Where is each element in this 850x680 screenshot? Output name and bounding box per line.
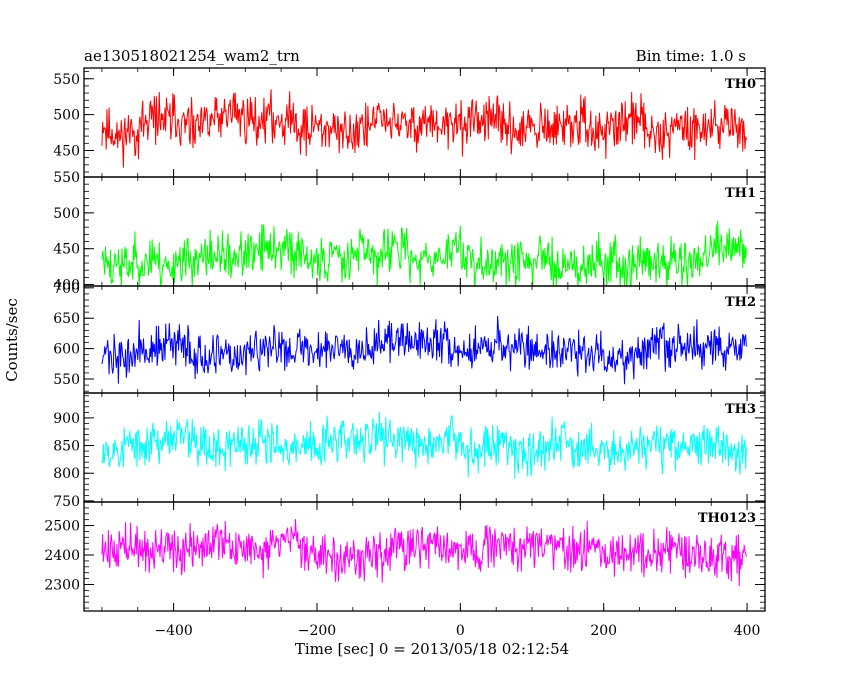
- y-tick-label: 700: [53, 281, 80, 297]
- panel-th0123: 2300 2400 2500 TH0123: [44, 501, 766, 612]
- x-tick-label: −200: [298, 623, 336, 639]
- y-axis-label: Counts/sec: [3, 298, 21, 382]
- y-tick-label: 550: [53, 72, 80, 88]
- x-axis-label: Time [sec] 0 = 2013/05/18 02:12:54: [295, 640, 569, 658]
- y-tick-label: 2400: [44, 548, 80, 564]
- y-tick-label: 400: [53, 278, 80, 294]
- panel-th2: 550 600 650 700 TH2: [53, 281, 766, 394]
- y-tick-label: 550: [53, 170, 80, 186]
- panel-name-label: TH0123: [698, 511, 756, 526]
- panel-th0: 450 500 550 TH0: [53, 67, 766, 178]
- panel-name-label: TH2: [725, 295, 756, 310]
- y-tick-label: 550: [53, 372, 80, 388]
- y-tick-label: 900: [53, 411, 80, 427]
- x-tick-label: 200: [590, 623, 617, 639]
- x-tick-label: −400: [154, 623, 192, 639]
- panel-name-label: TH3: [725, 402, 756, 417]
- y-tick-label: 800: [53, 466, 80, 482]
- y-tick-label: 500: [53, 108, 80, 124]
- y-tick-label: 450: [53, 242, 80, 258]
- panel-name-label: TH0: [725, 77, 756, 92]
- series-line-th1: [101, 220, 747, 286]
- panel-group: 450 500 550 TH0 400 450 500 550 TH1 550 600 650 700 T…: [44, 67, 766, 639]
- x-tick-label: 400: [734, 623, 761, 639]
- panel-th3: 750 800 850 900 TH3: [53, 392, 766, 510]
- x-tick-label: 0: [456, 623, 465, 639]
- bin-time-label: Bin time: 1.0 s: [636, 47, 746, 65]
- panel-name-label: TH1: [725, 186, 756, 201]
- series-line-th0: [101, 89, 747, 168]
- y-tick-label: 750: [53, 494, 80, 510]
- panel-th1: 400 450 500 550 TH1: [53, 170, 766, 294]
- y-tick-label: 2300: [44, 577, 80, 593]
- chart-title: ae130518021254_wam2_trn: [84, 47, 300, 65]
- series-line-th2: [101, 315, 747, 385]
- y-tick-label: 500: [53, 206, 80, 222]
- series-line-th3: [101, 411, 747, 479]
- y-tick-label: 2500: [44, 519, 80, 535]
- panel-frame: [83, 392, 766, 503]
- y-tick-label: 650: [53, 311, 80, 327]
- y-tick-label: 450: [53, 143, 80, 159]
- series-line-th0123: [101, 519, 747, 586]
- y-tick-label: 600: [53, 342, 80, 358]
- y-tick-label: 850: [53, 439, 80, 455]
